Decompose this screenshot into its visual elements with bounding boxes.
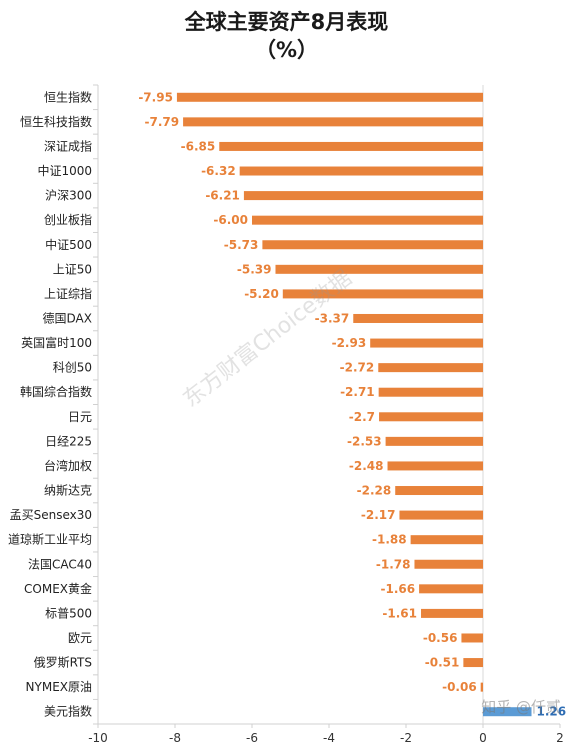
data-label: -0.56 (423, 631, 458, 645)
category-label: 美元指数 (44, 704, 92, 719)
category-label: 标普500 (45, 606, 92, 620)
category-label: 韩国综合指数 (20, 384, 92, 399)
data-label: -1.61 (382, 606, 417, 620)
data-label: -1.66 (380, 582, 415, 596)
bar (399, 510, 483, 520)
bar (219, 141, 483, 151)
data-label: -2.72 (340, 361, 375, 375)
bar (252, 215, 483, 225)
bar (176, 92, 484, 102)
x-tick-label: 2 (556, 731, 564, 745)
data-label: -1.78 (376, 557, 411, 571)
bar (421, 608, 483, 618)
category-label: 纳斯达克 (44, 484, 92, 498)
bar (387, 461, 483, 471)
bar (183, 117, 483, 127)
category-label: 俄罗斯RTS (34, 656, 92, 670)
x-tick-label: 0 (479, 731, 487, 745)
data-label: -7.95 (138, 90, 173, 104)
chart-title-line-2: （%） (254, 38, 319, 62)
bar (414, 559, 483, 569)
x-tick-label: -6 (246, 731, 258, 745)
chart-title: 全球主要资产8月表现 （%） (0, 8, 573, 64)
category-label: 创业板指 (44, 212, 92, 227)
bar (410, 535, 483, 545)
category-label: 日经225 (45, 434, 92, 448)
bar (243, 191, 483, 201)
data-label: -6.32 (201, 164, 236, 178)
bar (395, 486, 483, 496)
category-label: 中证1000 (37, 163, 92, 178)
bar (463, 658, 483, 668)
category-label: 上证综指 (44, 286, 92, 301)
x-tick-label: -10 (88, 731, 108, 745)
data-label: -2.53 (347, 434, 382, 448)
credit-label: 知乎 @仟贰 (481, 698, 561, 716)
x-tick-label: -8 (169, 731, 181, 745)
bar (419, 584, 483, 594)
bar (379, 412, 483, 422)
bar (483, 707, 532, 717)
data-label: -6.21 (205, 189, 240, 203)
data-label: -5.39 (237, 262, 272, 276)
category-label: COMEX黄金 (24, 581, 92, 596)
category-label: 恒生指数 (44, 89, 92, 104)
data-label: -2.7 (349, 410, 375, 424)
category-label: 孟买Sensex30 (10, 508, 92, 522)
bar (378, 363, 483, 373)
category-label: 中证500 (45, 237, 92, 252)
bar (282, 289, 483, 299)
chart-title-line-1: 全球主要资产8月表现 (184, 10, 389, 34)
data-label: -2.48 (349, 459, 384, 473)
bar (385, 436, 483, 446)
category-label: 恒生科技指数 (20, 114, 92, 129)
category-label: 道琼斯工业平均 (8, 532, 92, 547)
category-label: 科创50 (53, 361, 92, 375)
data-label: -0.06 (442, 680, 477, 694)
category-label: 法国CAC40 (28, 557, 92, 571)
data-label: -2.17 (361, 508, 396, 522)
data-label: -5.73 (224, 238, 259, 252)
category-label: 深证成指 (44, 138, 92, 153)
bar (480, 682, 483, 692)
bar (262, 240, 483, 250)
data-label: -6.85 (181, 139, 216, 153)
category-label: NYMEX原油 (26, 680, 92, 694)
category-label: 德国DAX (43, 310, 92, 325)
category-label: 日元 (68, 410, 92, 424)
category-label: 上证50 (53, 262, 92, 276)
bar (378, 387, 483, 397)
category-label: 沪深300 (45, 189, 92, 203)
bar (353, 313, 483, 323)
data-label: -7.79 (144, 115, 179, 129)
data-label: -1.88 (372, 533, 407, 547)
data-label: 1.26 (537, 705, 567, 719)
bar (370, 338, 483, 348)
category-label: 台湾加权 (44, 458, 92, 473)
data-label: -5.20 (244, 287, 279, 301)
data-label: -2.93 (332, 336, 367, 350)
x-tick-label: -2 (400, 731, 412, 745)
category-label: 英国富时100 (21, 335, 92, 350)
data-label: -3.37 (315, 311, 350, 325)
x-tick-label: -4 (323, 731, 335, 745)
data-label: -6.00 (213, 213, 248, 227)
data-label: -0.51 (425, 656, 460, 670)
bar (461, 633, 483, 643)
bar (239, 166, 483, 176)
data-label: -2.71 (340, 385, 375, 399)
bar (275, 264, 483, 274)
data-label: -2.28 (357, 484, 392, 498)
category-label: 欧元 (68, 631, 92, 645)
